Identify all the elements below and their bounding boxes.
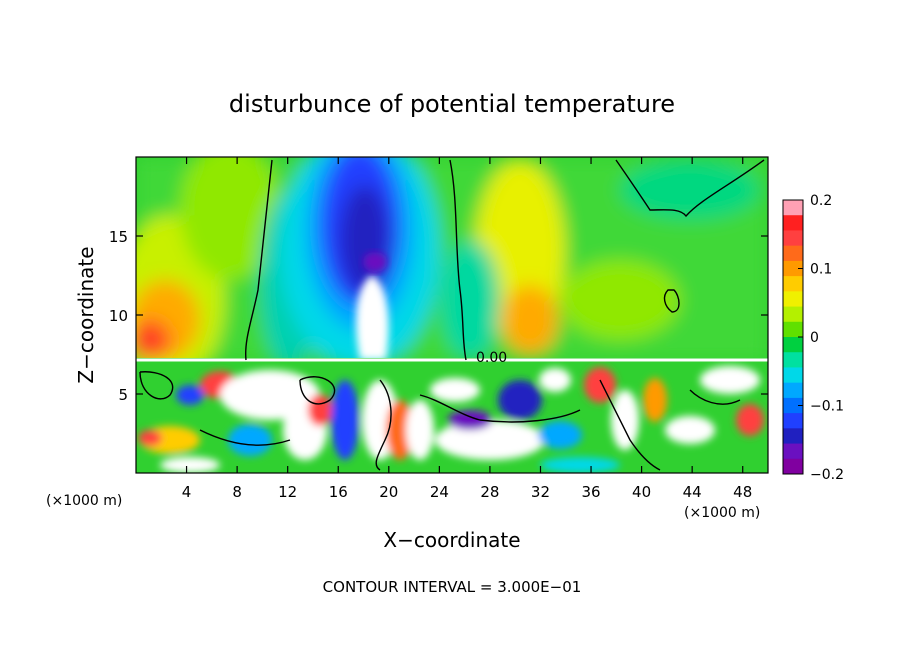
y-axis-label: Z−coordinate [74, 246, 98, 383]
y-tick-label: 10 [109, 307, 128, 325]
colorbar-swatch [783, 352, 803, 368]
colorbar-swatch [783, 230, 803, 247]
colorbar-tick-label: −0.1 [810, 399, 844, 415]
colorbar-swatch [783, 337, 803, 353]
colorbar-swatch [783, 397, 803, 414]
colorbar-tick-label: 0.2 [810, 193, 832, 209]
x-tick-label: 24 [430, 483, 449, 501]
x-tick-label: 44 [683, 483, 702, 501]
x-unit-right: (×1000 m) [684, 505, 760, 521]
y-tick-label: 5 [118, 386, 128, 404]
colorbar-swatch [783, 443, 803, 460]
colorbar: 0.2 0.1 0 −0.1 −0.2 [782, 193, 844, 483]
plot-area [136, 157, 768, 473]
colorbar-swatch [783, 321, 803, 338]
x-tick-label: 4 [182, 483, 192, 501]
contour-label: 0.00 [476, 350, 507, 366]
colorbar-swatch [783, 200, 803, 216]
colorbar-tick-label: −0.2 [810, 467, 844, 483]
x-tick-label: 20 [379, 483, 398, 501]
x-tick-label: 16 [329, 483, 348, 501]
colorbar-swatch [783, 260, 803, 277]
colorbar-tick-label: 0 [810, 330, 819, 346]
x-tick-label: 32 [531, 483, 550, 501]
x-axis-label: X−coordinate [383, 528, 520, 552]
colorbar-swatch [783, 428, 803, 445]
colorbar-swatch [783, 276, 803, 292]
colorbar-swatch [783, 291, 803, 308]
contour-interval-note: CONTOUR INTERVAL = 3.000E−01 [323, 578, 582, 596]
x-tick-label: 12 [278, 483, 297, 501]
x-axis: 4 8 12 16 20 24 28 32 36 40 44 48 [182, 157, 752, 501]
x-tick-label: 28 [480, 483, 499, 501]
colorbar-tick-label: 0.1 [810, 262, 832, 278]
y-tick-label: 15 [109, 228, 128, 246]
x-tick-label: 8 [232, 483, 242, 501]
chart-title: disturbunce of potential temperature [229, 90, 675, 118]
colorbar-swatch [783, 413, 803, 429]
x-tick-label: 36 [581, 483, 600, 501]
colorbar-swatch [783, 215, 803, 231]
x-tick-label: 40 [632, 483, 651, 501]
x-tick-label: 48 [733, 483, 752, 501]
colorbar-swatch [783, 306, 803, 323]
contour-lines [139, 159, 765, 471]
colorbar-swatch [783, 245, 803, 262]
x-unit-left: (×1000 m) [46, 493, 122, 509]
colorbar-swatch [783, 367, 803, 384]
colorbar-swatch [783, 458, 803, 475]
colorbar-swatch [783, 382, 803, 399]
y-axis: 5 10 15 [109, 228, 768, 404]
